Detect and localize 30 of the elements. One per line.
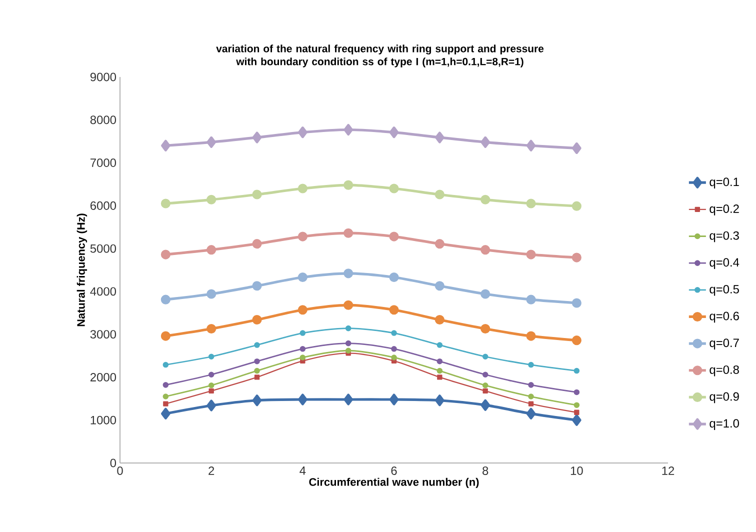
chart-title: variation of the natural frequency with ring support and pressure with boundary condition ss of type I (m=1,h=0.1,L=8,R=1): [216, 44, 544, 68]
x-tick-label: 10: [570, 466, 583, 475]
y-axis-title: Natural friquency (Hz): [76, 214, 88, 326]
y-tick-label: 4000: [90, 287, 116, 296]
legend-label: q=0.1: [710, 178, 739, 189]
x-tick-label: 4: [300, 466, 306, 475]
legend-label: q=0.9: [710, 392, 739, 404]
y-tick-label: 8000: [90, 116, 116, 124]
y-tick-label: 7000: [90, 158, 116, 167]
x-tick-label: 6: [391, 466, 397, 475]
y-tick-label: 6000: [90, 201, 116, 210]
legend-label: q=0.6: [710, 312, 739, 323]
legend-label: q=0.7: [710, 338, 739, 350]
legend-label: q=1.0: [710, 419, 740, 430]
y-tick-label: 5000: [90, 244, 116, 253]
legend-label: q=0.3: [710, 231, 739, 242]
y-tick-label: 9000: [90, 72, 116, 82]
y-tick-label: 3000: [90, 330, 116, 339]
y-tick-label: 0: [110, 458, 116, 468]
legend-label: q=0.2: [710, 204, 739, 216]
x-axis-title: Circumferential wave number (n): [309, 478, 479, 488]
x-tick-label: 8: [482, 466, 488, 475]
y-tick-label: 1000: [90, 416, 116, 424]
x-tick-label: 12: [662, 466, 674, 475]
legend-label: q=0.5: [710, 284, 739, 296]
y-tick-label: 2000: [90, 372, 116, 382]
legend-label: q=0.4: [710, 258, 740, 269]
x-tick-label: 2: [208, 466, 214, 475]
x-tick-label: 0: [117, 466, 123, 475]
legend-label: q=0.8: [710, 365, 739, 376]
